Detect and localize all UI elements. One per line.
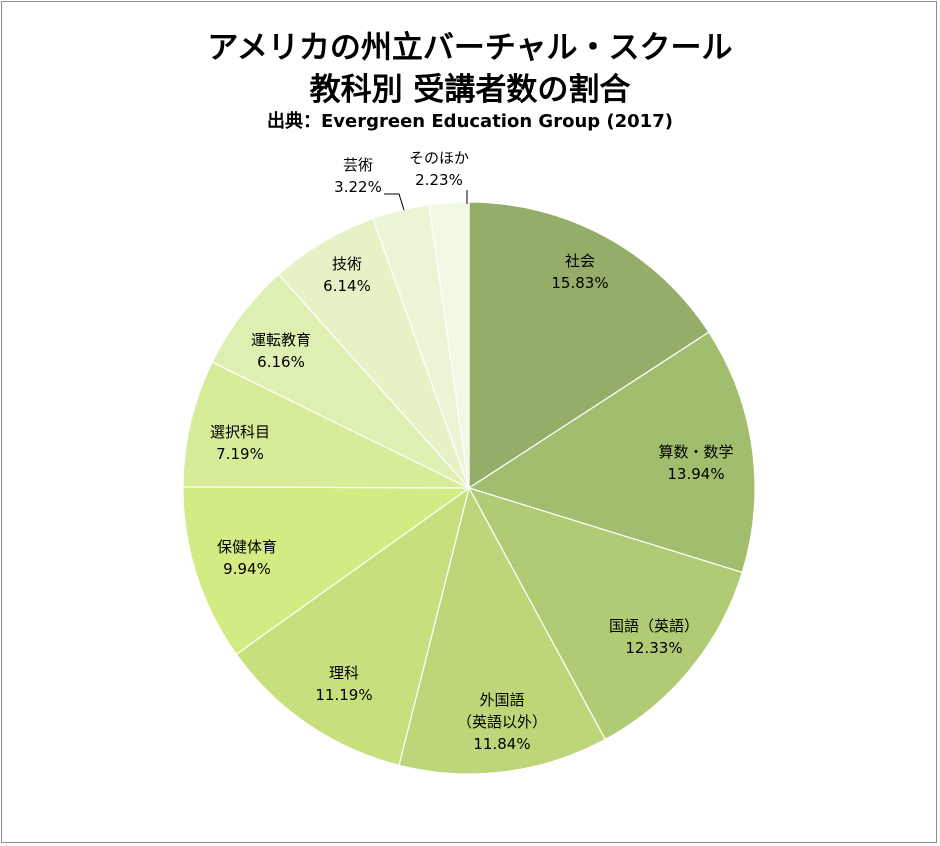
pie-slice-2 [467, 486, 744, 741]
chart-title: アメリカの州立バーチャル・スクール [207, 30, 733, 66]
pie-slice-3 [398, 486, 607, 775]
chart-subtitle: 教科別 受講者数の割合 [309, 72, 631, 108]
slice-value-label: 9.94% [223, 560, 271, 578]
chart-source: 出典：Evergreen Education Group (2017) [267, 111, 673, 132]
slice-value-label: 11.84% [473, 735, 530, 753]
pie-slice-0 [468, 201, 710, 490]
slice-category-label: 算数・数学 [658, 443, 733, 461]
slice-value-label: 11.19% [315, 686, 372, 704]
slice-category-label: 芸術 [343, 156, 373, 174]
slice-value-label: 6.16% [257, 353, 305, 371]
pie-slice-10 [428, 201, 470, 489]
leader-line [384, 193, 405, 211]
slice-value-label: 13.94% [667, 465, 724, 483]
slice-category-label: 社会 [565, 252, 595, 270]
slice-value-label: 7.19% [216, 445, 264, 463]
pie-slice-5 [182, 486, 471, 656]
slice-category-label: 技術 [332, 255, 362, 273]
slice-category-label: 国語（英語） [609, 617, 699, 635]
slice-category-label: 保健体育 [217, 538, 277, 556]
slice-category-label: 理科 [329, 664, 359, 682]
slice-category-label: 運転教育 [251, 331, 311, 349]
slice-value-label: 3.22% [334, 178, 382, 196]
slice-category-label: 選択科目 [210, 423, 270, 441]
pie-slice-1 [467, 331, 756, 574]
slice-value-label: 15.83% [551, 274, 608, 292]
pie-slice-6 [182, 361, 470, 489]
slice-value-label: 6.14% [323, 277, 371, 295]
slice-value-label: 12.33% [625, 639, 682, 657]
slice-value-label: 2.23% [415, 171, 463, 189]
slice-category-label: 外国語 [479, 691, 524, 709]
slice-category-label: そのほか [409, 149, 469, 167]
slice-category-label: （英語以外） [457, 713, 547, 731]
pie-slice-4 [235, 486, 470, 767]
